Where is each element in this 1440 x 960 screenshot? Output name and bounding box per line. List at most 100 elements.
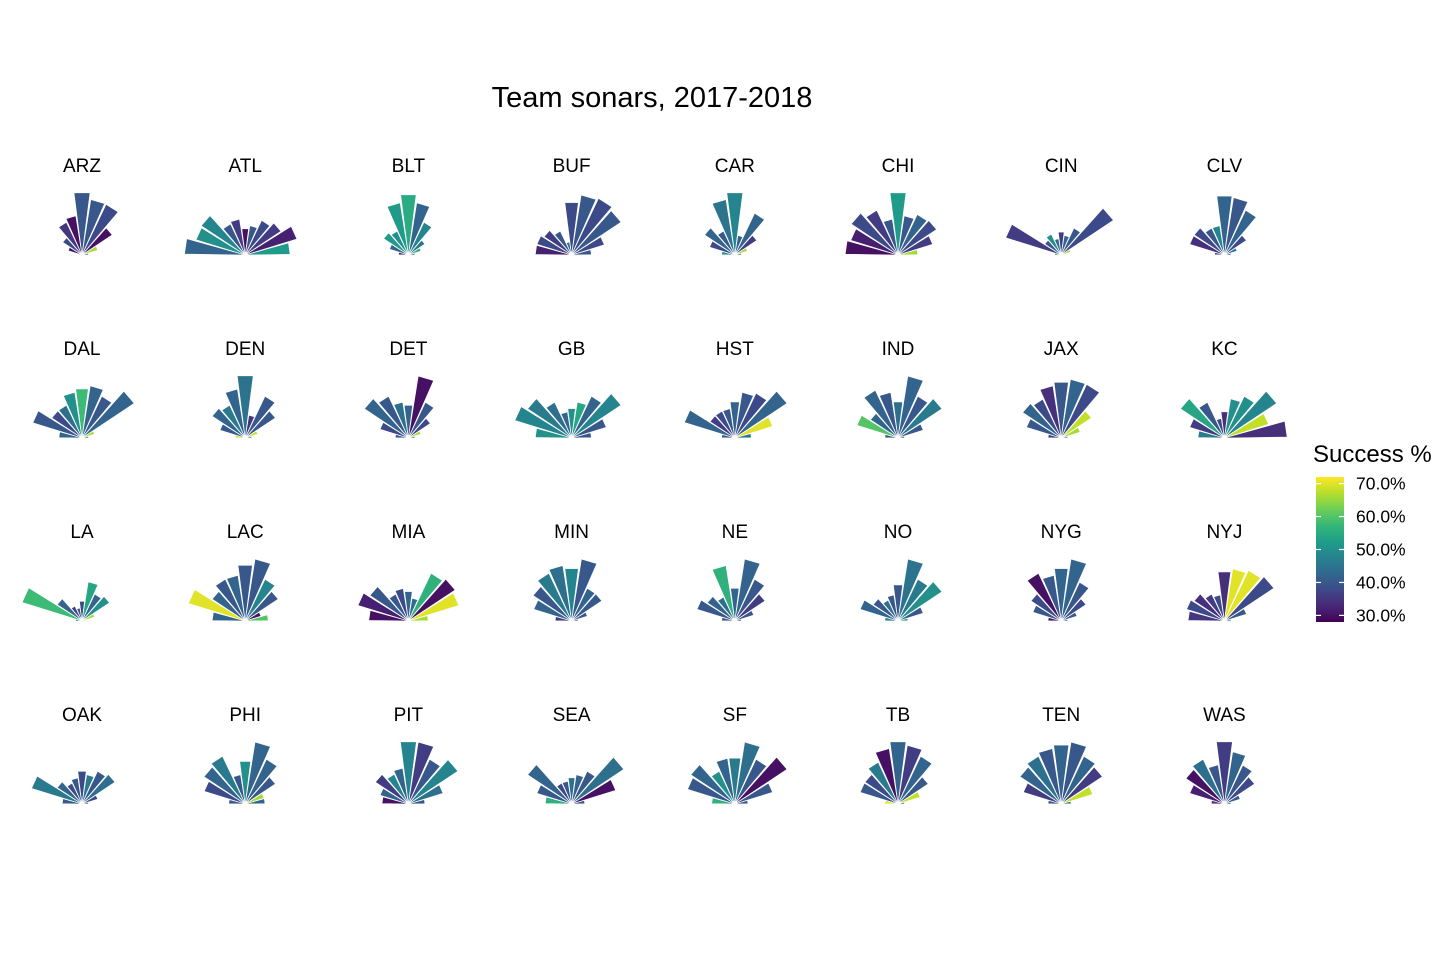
team-label: CHI xyxy=(882,156,915,177)
sonar-wedge xyxy=(1213,594,1225,622)
sonar-wedge xyxy=(1061,611,1078,622)
sonar-wedge xyxy=(400,194,417,256)
sonar-wedge xyxy=(81,581,99,622)
sonar-wedge xyxy=(1026,572,1062,622)
sonar-wedge xyxy=(533,599,572,622)
sonar-wedge xyxy=(897,235,934,256)
sonar-wedge xyxy=(1060,766,1103,805)
sonar-wedge xyxy=(1208,764,1225,805)
sonar-wedge xyxy=(711,565,736,622)
sonar-wedge xyxy=(1187,610,1225,622)
sonar-wedge xyxy=(571,210,622,256)
sonar-wedge xyxy=(1060,741,1087,805)
sonar-wedge xyxy=(1038,748,1062,805)
sonar-panel-ind: IND xyxy=(856,339,943,439)
sonar-wedge xyxy=(532,586,572,622)
sonar-wedge xyxy=(400,741,417,805)
sonar-wedge xyxy=(1192,758,1225,805)
sonar-wedge xyxy=(230,218,246,256)
sonar-wedge xyxy=(844,240,899,256)
sonar-wedge xyxy=(856,414,899,439)
sonar-wedge xyxy=(897,581,943,622)
sonar-wedge xyxy=(211,408,246,439)
sonar-wedge xyxy=(1216,741,1233,805)
sonar-wedge xyxy=(527,398,572,439)
sonar-wedge xyxy=(81,770,106,805)
sonar-wedge xyxy=(1061,786,1094,805)
sonar-wedge xyxy=(726,192,744,256)
sonar-wedge xyxy=(73,192,91,256)
sonar-wedge xyxy=(58,404,83,439)
sonar-wedge xyxy=(850,228,899,256)
sonar-wedge xyxy=(564,568,579,622)
sonar-wedge xyxy=(1186,599,1225,622)
sonar-wedge xyxy=(237,565,253,622)
sonar-wedge xyxy=(683,409,735,439)
sonar-wedge xyxy=(1039,385,1062,439)
sonar-wedge xyxy=(244,758,278,805)
sonar-wedge xyxy=(81,395,113,439)
sonar-wedge xyxy=(408,592,460,622)
sonar-wedge xyxy=(244,410,276,439)
sonar-wedge xyxy=(21,587,83,622)
team-label: ARZ xyxy=(63,156,101,177)
sonar-panel-kc: KC xyxy=(1179,339,1288,439)
sonar-wedge xyxy=(717,230,736,256)
sonar-wedge xyxy=(383,232,409,256)
sonar-panel-dal: DAL xyxy=(32,339,135,439)
sonar-wedge xyxy=(66,782,83,805)
sonar-wedge xyxy=(1026,755,1062,805)
sonar-wedge xyxy=(571,194,597,256)
sonar-wedge xyxy=(1224,794,1241,805)
sonar-wedge xyxy=(32,410,83,439)
sonar-wedge xyxy=(734,578,765,622)
sonar-wedge xyxy=(81,227,113,256)
sonar-wedge xyxy=(710,770,736,805)
sonar-wedge xyxy=(81,203,119,256)
sonar-wedge xyxy=(687,777,735,805)
sonar-wedge xyxy=(244,591,279,622)
sonar-wedge xyxy=(704,227,736,256)
sonar-wedge xyxy=(81,199,105,256)
sonar-wedge xyxy=(389,244,409,256)
sonar-wedge xyxy=(527,764,572,805)
legend-tick-label: 40.0% xyxy=(1356,572,1406,592)
sonar-wedge xyxy=(730,587,740,622)
sonar-wedge xyxy=(734,416,774,439)
sonar-wedge xyxy=(245,798,266,805)
sonar-wedge xyxy=(567,777,576,805)
sonar-wedge xyxy=(734,252,742,256)
sonar-wedge xyxy=(571,593,603,622)
sonar-wedge xyxy=(408,741,435,805)
legend-tick-label: 50.0% xyxy=(1356,540,1406,560)
sonar-wedge xyxy=(897,435,905,439)
sonar-wedge xyxy=(548,565,572,622)
sonar-wedge xyxy=(883,218,899,256)
sonar-wedge xyxy=(1224,234,1247,256)
sonar-wedge xyxy=(245,242,291,256)
sonar-wedge xyxy=(393,767,409,805)
sonar-wedge xyxy=(734,392,768,439)
sonar-wedge xyxy=(1224,801,1232,805)
chart-title: Team sonars, 2017-2018 xyxy=(492,82,813,114)
sonar-wedge xyxy=(221,404,246,439)
sonar-wedge xyxy=(897,249,919,256)
sonar-wedge xyxy=(403,404,413,439)
sonar-wedge xyxy=(188,589,246,622)
sonar-wedge xyxy=(536,235,572,256)
sonar-wedge xyxy=(408,375,435,439)
sonar-wedge xyxy=(1061,253,1065,256)
sonar-panel-jax: JAX xyxy=(1022,339,1100,439)
sonar-panel-ne: NE xyxy=(696,522,766,622)
sonar-wedge xyxy=(378,395,409,439)
sonar-wedge xyxy=(408,578,456,622)
sonar-wedge xyxy=(734,741,761,805)
sonar-panel-gb: GB xyxy=(514,339,622,439)
team-label: CIN xyxy=(1045,156,1078,177)
sonar-wedge xyxy=(1224,568,1247,622)
sonar-wedge xyxy=(244,776,276,805)
sonar-panel-chi: CHI xyxy=(844,156,937,256)
sonar-panel-blt: BLT xyxy=(383,156,433,256)
sonar-panel-sf: SF xyxy=(687,705,788,805)
sonar-wedge xyxy=(867,761,899,805)
